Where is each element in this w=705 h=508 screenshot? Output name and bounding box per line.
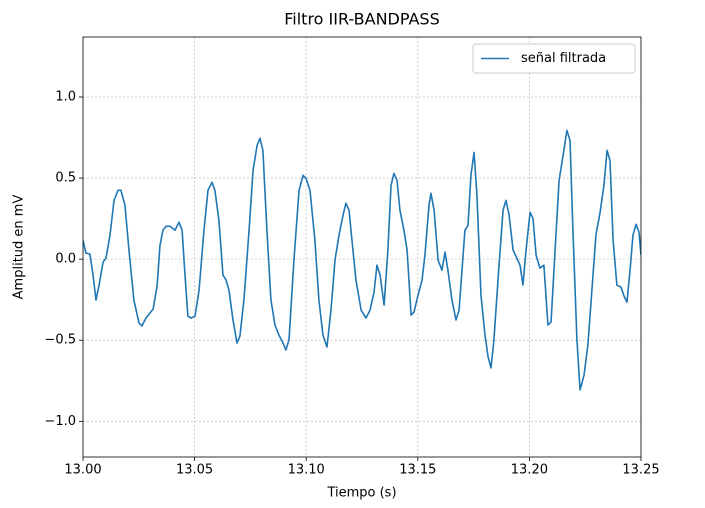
x-tick-label: 13.05 (176, 463, 213, 478)
x-tick-label: 13.20 (511, 463, 548, 478)
y-tick-label: 1.0 (55, 90, 76, 105)
y-tick-label: 0.5 (55, 171, 76, 186)
grid: 13.00 13.05 13.10 13.15 13.20 13.25 −1.0 −0.5 0.… (44, 37, 660, 478)
y-tick-label: 0.0 (55, 252, 76, 267)
chart-title: Filtro IIR-BANDPASS (284, 10, 440, 29)
x-tick-label: 13.10 (288, 463, 325, 478)
x-tick-label: 13.15 (399, 463, 436, 478)
x-axis-label: Tiempo (s) (326, 486, 396, 501)
legend-box (472, 43, 636, 74)
legend-label: señal filtrada (521, 51, 606, 66)
y-tick-label: −1.0 (44, 414, 76, 429)
legend: señal filtrada (472, 43, 636, 74)
data-line (83, 129, 641, 391)
y-tick-label: −0.5 (44, 333, 76, 348)
x-tick-label: 13.25 (622, 463, 659, 478)
plot-lines (83, 129, 641, 391)
plot-frame (82, 36, 642, 458)
y-axis-label: Amplitud en mV (12, 195, 27, 300)
x-tick-label: 13.00 (64, 463, 101, 478)
